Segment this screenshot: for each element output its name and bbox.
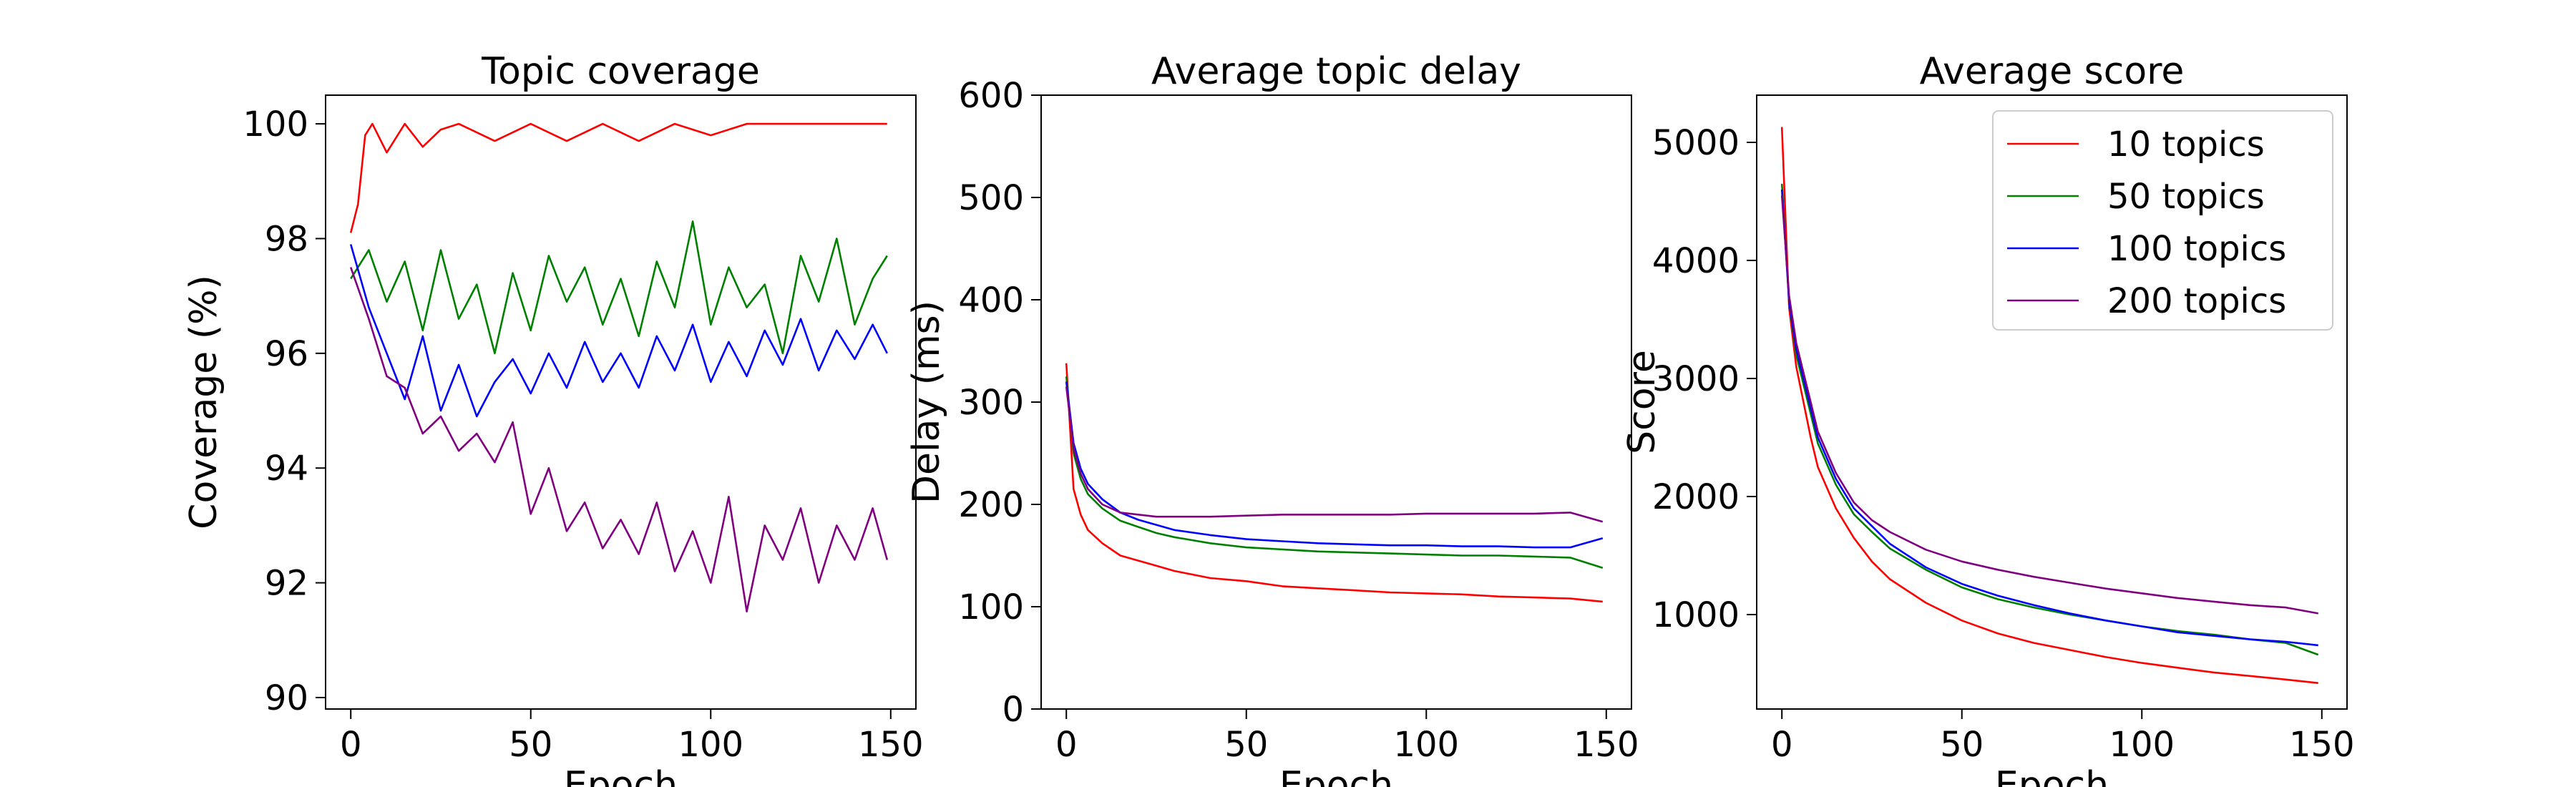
x-tick-label: 50 (509, 725, 552, 765)
series-line-10-topics (349, 122, 887, 233)
x-tick-label: 0 (1771, 725, 1793, 765)
legend-box (1992, 110, 2333, 331)
y-tick-label: 200 (958, 485, 1024, 525)
plot-frame (1756, 94, 2348, 710)
y-tick-label: 96 (265, 334, 308, 374)
y-tick-label: 5000 (1652, 123, 1740, 163)
y-axis-label: Coverage (%) (182, 275, 225, 529)
chart-title: Topic coverage (481, 50, 760, 93)
x-tick-label: 0 (1055, 725, 1078, 765)
y-tick-label: 92 (265, 564, 308, 604)
plot-frame (1040, 94, 1632, 710)
x-tick-label: 50 (1940, 725, 1984, 765)
x-axis-label: Epoch (1279, 764, 1393, 787)
series-line-50-topics (350, 220, 888, 355)
chart-panel-topic-coverage: 0 50 100 150 90 92 94 96 98 100 Topic coverage Epoc… (182, 50, 924, 787)
series-line-200-topics (349, 267, 889, 613)
y-axis-label: Delay (ms) (905, 300, 948, 504)
legend-label: 50 topics (2107, 177, 2265, 217)
y-tick-label: 98 (265, 219, 308, 259)
y-tick-label: 100 (243, 104, 308, 145)
legend-label: 10 topics (2107, 124, 2265, 165)
series-line-100-topics (1780, 189, 2318, 647)
x-tick-label: 150 (1574, 725, 1639, 765)
series-line-200-topics (1780, 195, 2319, 615)
x-tick-label: 0 (340, 725, 362, 765)
series-line-10-topics (1065, 363, 1603, 603)
x-axis-label: Epoch (564, 764, 678, 787)
series-line-50-topics (1780, 183, 2319, 656)
x-tick-label: 150 (2289, 725, 2355, 765)
y-tick-label: 600 (958, 76, 1024, 116)
y-axis-label: Score (1621, 350, 1664, 454)
chart-title: Average score (1920, 50, 2185, 93)
y-tick-label: 94 (265, 449, 308, 489)
series-line-200-topics (1065, 386, 1604, 523)
y-tick-label: 100 (958, 587, 1024, 627)
chart-panel-average-topic-delay: 0 50 100 150 0 100 200 300 400 500 600 Average topi… (905, 50, 1639, 787)
plot-frame (325, 94, 917, 710)
x-tick-label: 50 (1224, 725, 1268, 765)
x-tick-label: 150 (858, 725, 924, 765)
legend: 10 topics 50 topics 100 topics 200 topics (1992, 110, 2333, 331)
y-tick-label: 2000 (1652, 477, 1740, 517)
legend-label: 200 topics (2107, 281, 2286, 321)
series-line-100-topics (1065, 381, 1604, 549)
y-tick-label: 500 (958, 178, 1024, 218)
x-tick-label: 100 (678, 725, 743, 765)
x-tick-label: 100 (2109, 725, 2175, 765)
y-tick-label: 1000 (1652, 595, 1740, 635)
x-tick-label: 100 (1393, 725, 1459, 765)
y-tick-label: 90 (265, 678, 308, 718)
legend-label: 100 topics (2107, 229, 2286, 269)
chart-title: Average topic delay (1151, 50, 1521, 93)
series-line-100-topics (349, 244, 888, 418)
series-line-10-topics (1780, 127, 2318, 684)
chart-panel-average-score: 0 50 100 150 1000 2000 3000 4000 5000 Average sco… (1621, 50, 2355, 787)
y-tick-label: 0 (1002, 690, 1024, 730)
series-line-50-topics (1065, 376, 1604, 569)
x-axis-label: Epoch (1995, 764, 2109, 787)
y-tick-label: 400 (958, 280, 1024, 321)
y-tick-label: 4000 (1652, 241, 1740, 281)
y-tick-label: 3000 (1652, 359, 1740, 399)
y-tick-label: 300 (958, 383, 1024, 423)
